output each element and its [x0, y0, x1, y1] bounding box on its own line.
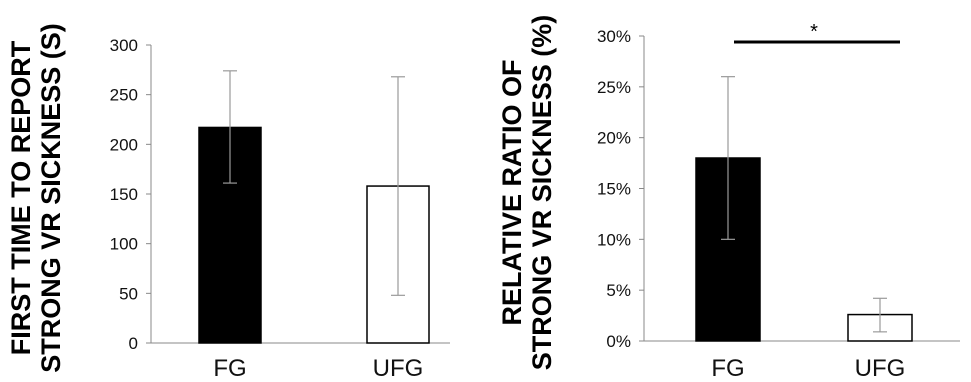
x-tick-label: FG [213, 355, 246, 382]
chart-2: 0% 5% 10% 15% 20% 25% 30% FG UFG RELATIVE RATIO O… [497, 15, 960, 382]
y-axis-label: STRONG VR SICKNESS (%) [527, 15, 557, 371]
chart-1: 0 50 100 150 200 250 300 FG UFG FIRST TIME TO REP… [6, 23, 450, 382]
y-tick-label: 10% [597, 230, 631, 249]
y-tick-label: 15% [597, 180, 631, 199]
y-axis-label: STRONG VR SICKNESS (S) [36, 23, 66, 373]
y-tick-label: 100 [110, 235, 138, 254]
y-axis-label: RELATIVE RATIO OF [497, 60, 527, 326]
significance-marker: * [810, 21, 818, 43]
y-tick-label: 250 [110, 86, 138, 105]
y-tick-label: 200 [110, 135, 138, 154]
y-tick-label: 0 [129, 334, 138, 353]
x-tick-label: UFG [373, 355, 424, 382]
x-tick-label: FG [711, 355, 744, 382]
y-tick-label: 300 [110, 36, 138, 55]
y-axis-label: FIRST TIME TO REPORT [6, 40, 36, 355]
y-tick-label: 20% [597, 129, 631, 148]
y-tick-label: 25% [597, 78, 631, 97]
y-tick-label: 50 [119, 284, 138, 303]
y-tick-label: 5% [606, 281, 631, 300]
y-tick-label: 30% [597, 27, 631, 46]
y-tick-label: 0% [606, 332, 631, 351]
y-tick-label: 150 [110, 185, 138, 204]
x-tick-label: UFG [855, 355, 906, 382]
